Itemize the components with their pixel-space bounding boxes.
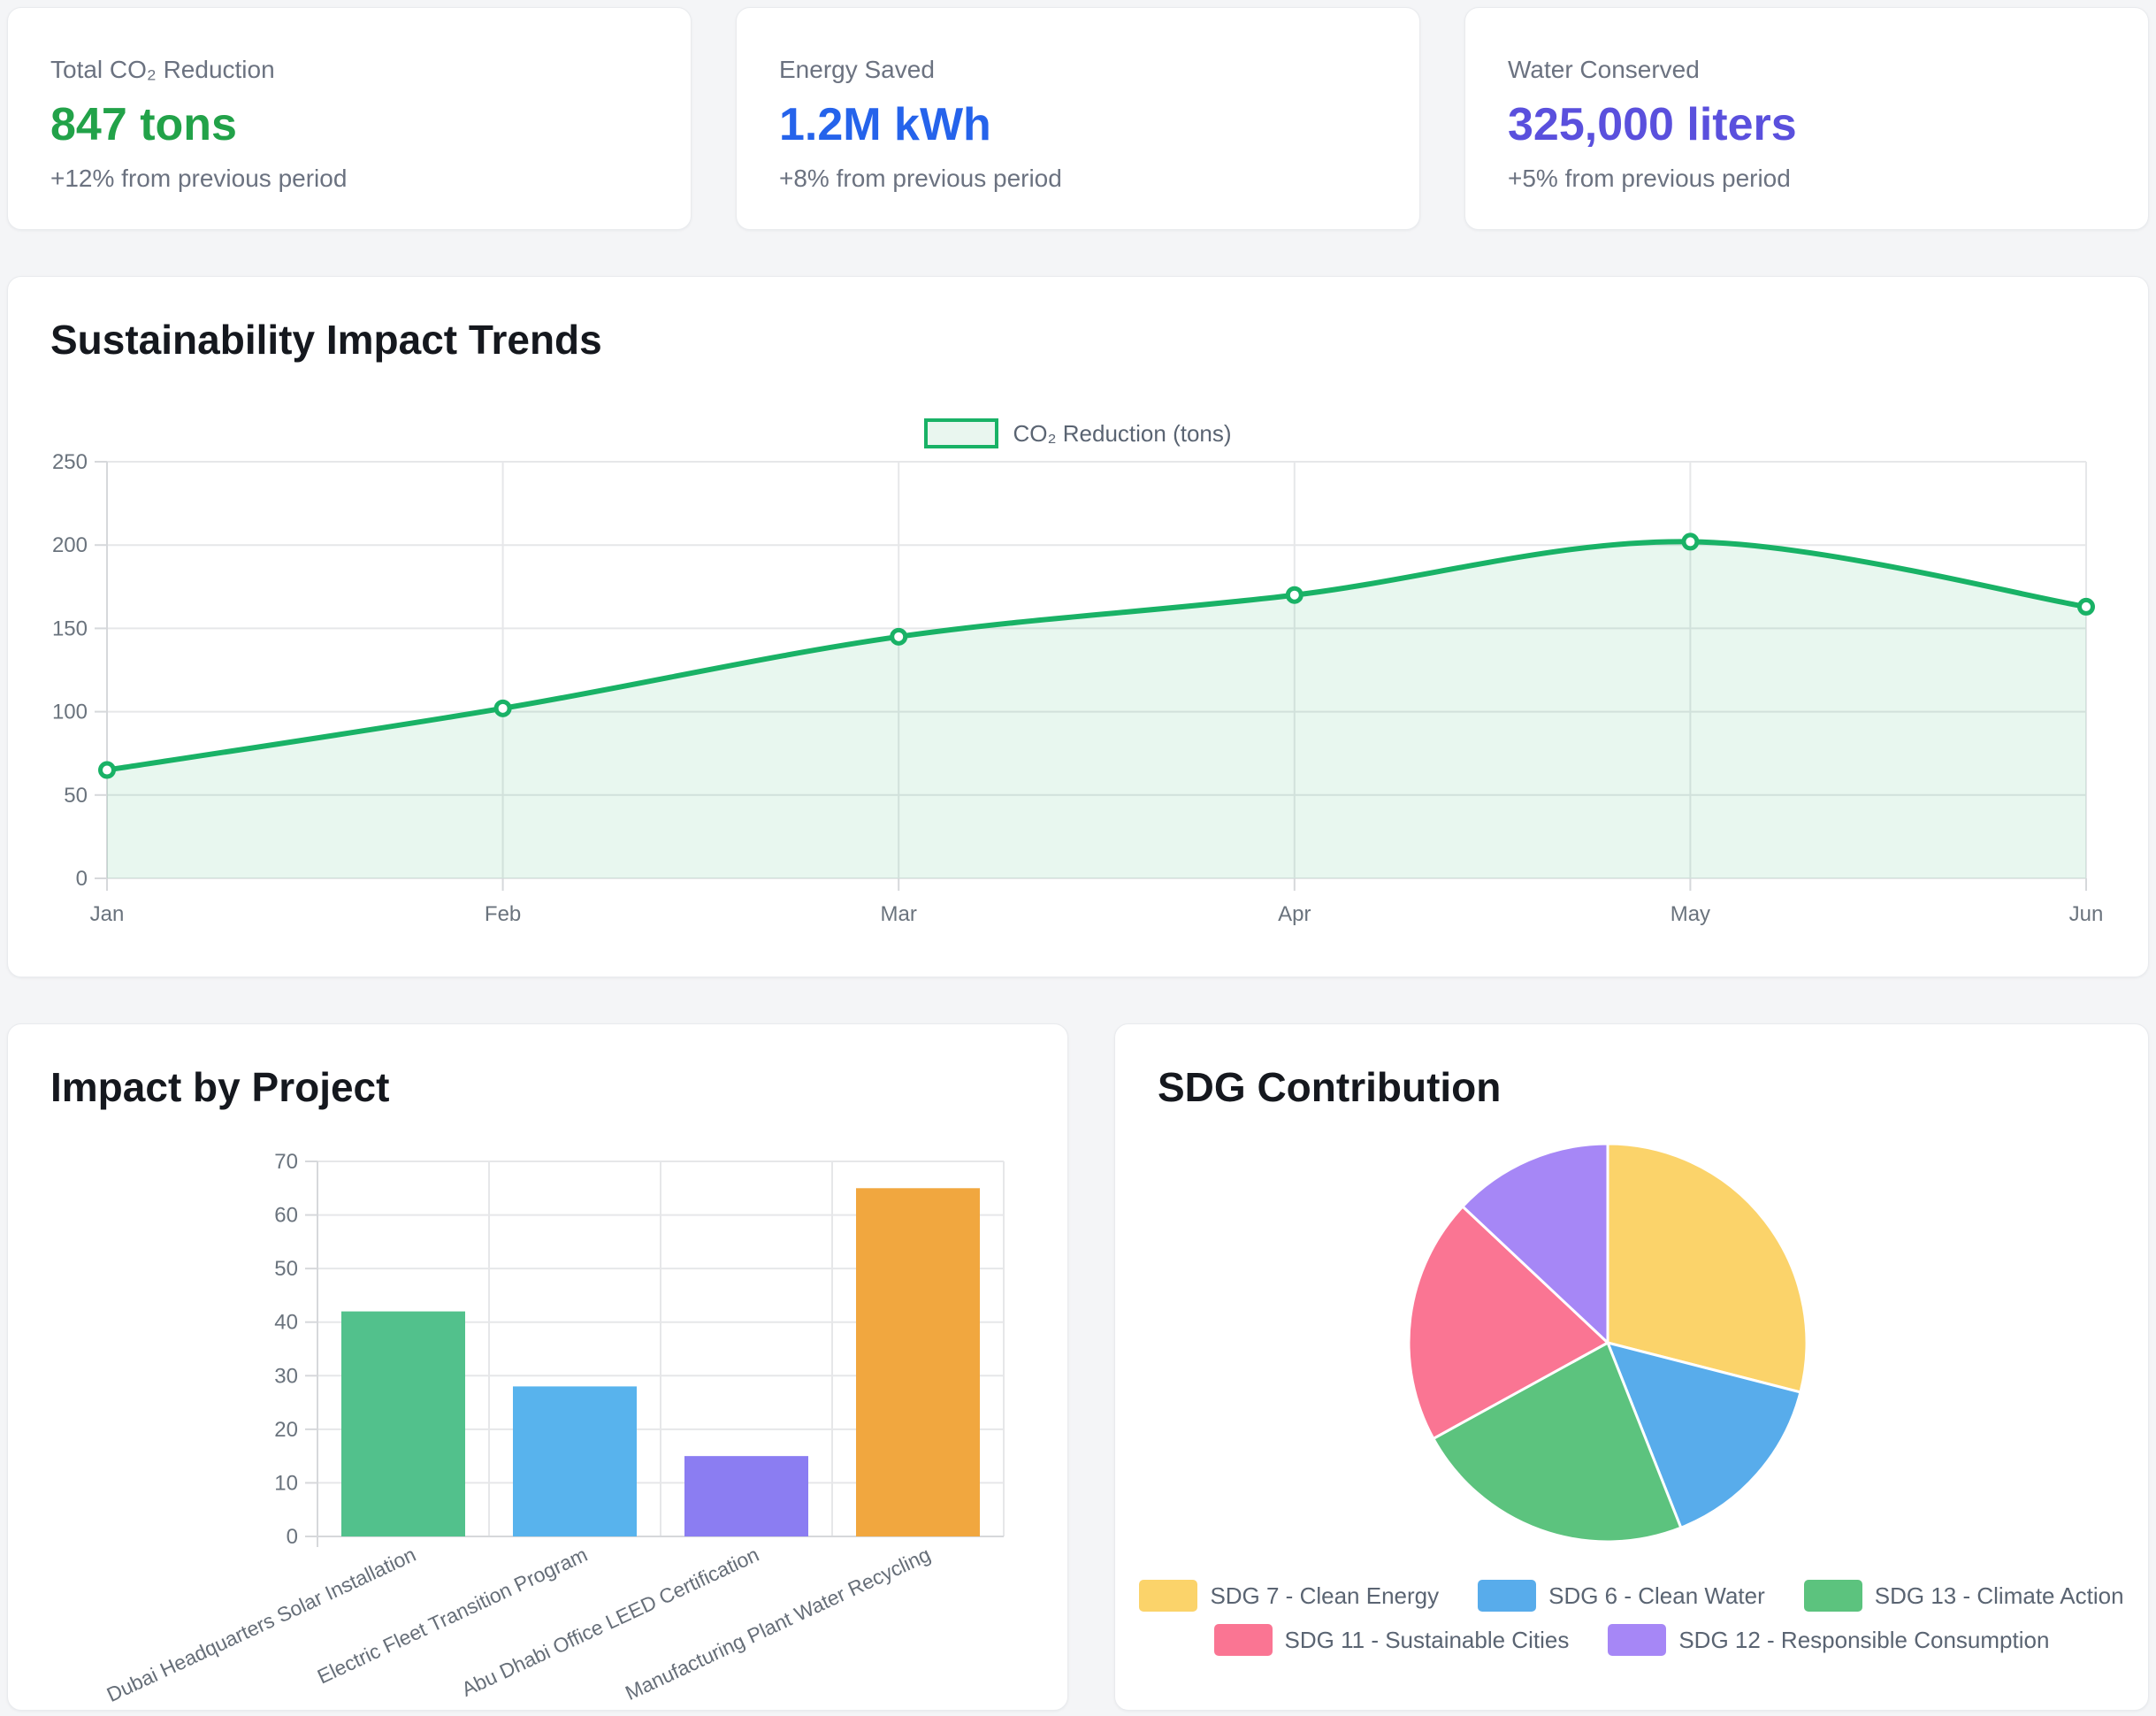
impact-by-project-card: Impact by Project 0 10 20 30 40 50 60 70 Dubai H… bbox=[7, 1023, 1068, 1711]
x-category-label: Abu Dhabi Office LEED Certification bbox=[458, 1543, 762, 1701]
stat-change: +12% from previous period bbox=[50, 165, 348, 193]
bar bbox=[513, 1386, 637, 1536]
stat-change: +5% from previous period bbox=[1508, 165, 1791, 193]
y-tick-label: 0 bbox=[76, 867, 88, 891]
pie-chart[interactable] bbox=[1115, 1024, 2150, 1573]
trends-card: Sustainability Impact Trends CO₂ Reducti… bbox=[7, 276, 2149, 977]
pie-legend-item[interactable]: SDG 6 - Clean Water bbox=[1478, 1580, 1765, 1612]
stat-card-co2-reduction: Total CO₂ Reduction 847 tons +12% from p… bbox=[7, 7, 692, 230]
legend-swatch bbox=[1139, 1580, 1198, 1612]
pie-legend-item[interactable]: SDG 13 - Climate Action bbox=[1803, 1580, 2124, 1612]
x-tick-label: Mar bbox=[881, 902, 917, 926]
x-tick-label: Jun bbox=[2069, 902, 2104, 926]
data-point-marker bbox=[1285, 586, 1304, 604]
pie-legend-row: SDG 7 - Clean Energy SDG 6 - Clean Water S… bbox=[1139, 1580, 2124, 1612]
stat-card-energy-saved: Energy Saved 1.2M kWh +8% from previous … bbox=[736, 7, 1420, 230]
x-tick-label: Feb bbox=[485, 902, 521, 926]
pie-legend-item[interactable]: SDG 7 - Clean Energy bbox=[1139, 1580, 1439, 1612]
stat-label: Water Conserved bbox=[1508, 56, 1700, 83]
x-tick-label: May bbox=[1671, 902, 1710, 926]
bar-chart-title: Impact by Project bbox=[50, 1064, 390, 1110]
y-tick-label: 200 bbox=[52, 533, 88, 557]
x-category-label: Manufacturing Plant Water Recycling bbox=[622, 1543, 934, 1705]
x-category-label: Dubai Headquarters Solar Installation bbox=[103, 1543, 419, 1706]
area-fill bbox=[107, 541, 2086, 878]
trends-legend[interactable]: CO₂ Reduction (tons) bbox=[8, 418, 2148, 448]
bar-chart[interactable]: 0 10 20 30 40 50 60 70 Dubai Headquarters Solar … bbox=[8, 1024, 1069, 1712]
bar bbox=[856, 1188, 980, 1536]
legend-label: SDG 6 - Clean Water bbox=[1548, 1582, 1765, 1609]
bar bbox=[341, 1311, 465, 1536]
stat-label: Energy Saved bbox=[779, 56, 935, 83]
data-point-marker bbox=[98, 761, 116, 779]
y-tick-label: 250 bbox=[52, 450, 88, 474]
data-point-marker bbox=[2077, 597, 2095, 616]
stat-label: Total CO₂ Reduction bbox=[50, 56, 275, 83]
x-category-label: Electric Fleet Transition Program bbox=[314, 1543, 591, 1689]
stat-value: 847 tons bbox=[50, 99, 237, 150]
trends-chart[interactable]: 0 50 100 150 200 250 Jan Feb Mar Apr May Jun bbox=[8, 277, 2150, 978]
trend-legend-label: CO₂ Reduction (tons) bbox=[1013, 419, 1232, 447]
pie-legend: SDG 7 - Clean Energy SDG 6 - Clean Water S… bbox=[1115, 1580, 2148, 1656]
pie-slice bbox=[1432, 1341, 1683, 1544]
y-tick-label: 150 bbox=[52, 617, 88, 640]
pie-chart-title: SDG Contribution bbox=[1158, 1064, 1502, 1110]
data-point-marker bbox=[493, 699, 512, 717]
legend-swatch bbox=[1803, 1580, 1862, 1612]
pie-legend-item[interactable]: SDG 12 - Responsible Consumption bbox=[1608, 1624, 2049, 1656]
pie-slice bbox=[1407, 1205, 1609, 1440]
legend-swatch bbox=[1213, 1624, 1273, 1656]
x-tick-label: Apr bbox=[1278, 902, 1311, 926]
legend-label: SDG 11 - Sustainable Cities bbox=[1284, 1626, 1570, 1653]
sdg-contribution-card: SDG Contribution SDG 7 - Clean Energy SDG… bbox=[1114, 1023, 2149, 1711]
y-tick-label: 0 bbox=[287, 1525, 298, 1549]
stat-change: +8% from previous period bbox=[779, 165, 1062, 193]
y-tick-label: 60 bbox=[274, 1204, 298, 1228]
stat-card-water-conserved: Water Conserved 325,000 liters +5% from … bbox=[1464, 7, 2149, 230]
pie-slice bbox=[1606, 1341, 1802, 1529]
legend-label: SDG 7 - Clean Energy bbox=[1210, 1582, 1440, 1609]
stat-value: 325,000 liters bbox=[1508, 99, 1797, 150]
y-tick-label: 100 bbox=[52, 701, 88, 724]
y-tick-label: 50 bbox=[64, 784, 88, 808]
data-point-marker bbox=[1681, 532, 1700, 551]
y-tick-label: 50 bbox=[274, 1257, 298, 1281]
stats-row: Total CO₂ Reduction 847 tons +12% from p… bbox=[7, 7, 2149, 230]
stat-value: 1.2M kWh bbox=[779, 99, 991, 150]
pie-legend-row: SDG 11 - Sustainable Cities SDG 12 - Resp… bbox=[1213, 1624, 2049, 1656]
trend-legend-swatch bbox=[924, 418, 999, 448]
y-tick-label: 10 bbox=[274, 1471, 298, 1495]
data-point-marker bbox=[890, 627, 908, 646]
pie-legend-item[interactable]: SDG 11 - Sustainable Cities bbox=[1213, 1624, 1570, 1656]
y-tick-label: 70 bbox=[274, 1150, 298, 1174]
bottom-row: Impact by Project 0 10 20 30 40 50 60 70 Dubai H… bbox=[7, 1023, 2149, 1711]
legend-label: SDG 13 - Climate Action bbox=[1874, 1582, 2124, 1609]
pie-slice bbox=[1606, 1142, 1808, 1394]
trends-title: Sustainability Impact Trends bbox=[50, 317, 602, 363]
x-tick-label: Jan bbox=[90, 902, 125, 926]
legend-label: SDG 12 - Responsible Consumption bbox=[1678, 1626, 2050, 1653]
trend-line bbox=[104, 539, 2089, 773]
bar bbox=[684, 1456, 808, 1536]
y-tick-label: 20 bbox=[274, 1418, 298, 1442]
pie-slice bbox=[1461, 1142, 1609, 1344]
y-tick-label: 30 bbox=[274, 1364, 298, 1388]
legend-swatch bbox=[1478, 1580, 1537, 1612]
y-tick-label: 40 bbox=[274, 1311, 298, 1335]
legend-swatch bbox=[1608, 1624, 1667, 1656]
